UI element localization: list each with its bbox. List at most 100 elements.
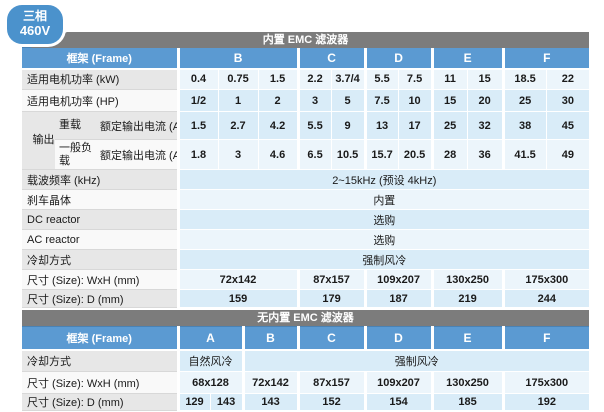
cell: 152 [296, 393, 366, 411]
table-row-cooling: 冷却方式 自然风冷 强制风冷 [22, 349, 590, 372]
row-label: 尺寸 (Size): WxH (mm) [22, 371, 178, 394]
frame-b-header: B [241, 326, 299, 351]
cell: 143 [209, 393, 244, 411]
cell: 25 [501, 89, 547, 112]
cooling-a-value: 自然风冷 [176, 349, 244, 372]
cell: 20.5 [397, 139, 433, 170]
cell: 192 [501, 393, 590, 411]
frame-c-header: C [296, 326, 366, 351]
row-label: 尺寸 (Size): D (mm) [22, 393, 178, 411]
frame-d-header: D [363, 326, 433, 351]
cell: 1.5 [257, 68, 299, 90]
cell: 11 [430, 68, 468, 90]
cell: 244 [501, 289, 590, 308]
frame-header-label: 框架 (Frame) [22, 47, 179, 70]
cell: 130x250 [430, 371, 504, 394]
rated-current-label: 额定输出电流 (A) [95, 111, 179, 140]
cell: 154 [363, 393, 433, 411]
table-row-output-normal: 一般负载 额定输出电流 (A) 1.8 3 4.6 6.5 10.5 15.7 … [22, 139, 590, 170]
table-row-frame-header: 框架 (Frame) A B C D E F [22, 326, 590, 351]
frame-e-header: E [430, 47, 504, 70]
table-row-dc-reactor: DC reactor 选购 [22, 209, 590, 230]
cell: 87x157 [296, 269, 366, 290]
cooling-value: 强制风冷 [176, 249, 590, 270]
frame-f-header: F [501, 47, 590, 70]
cell: 109x207 [363, 269, 433, 290]
table-row-frame-header: 框架 (Frame) B C D E F [22, 47, 590, 70]
cell: 1.8 [176, 139, 219, 170]
cell: 32 [466, 111, 504, 140]
cell: 4.6 [257, 139, 299, 170]
cell: 72x142 [241, 371, 299, 394]
ac-reactor-value: 选购 [176, 229, 590, 250]
cell: 2 [257, 89, 299, 112]
table-row-ac-reactor: AC reactor 选购 [22, 229, 590, 250]
table-row-size-depth: 尺寸 (Size): D (mm) 129 143 143 152 154 18… [22, 393, 590, 411]
table-row-size-wxh: 尺寸 (Size): WxH (mm) 72x142 87x157 109x20… [22, 269, 590, 290]
frame-e-header: E [430, 326, 504, 351]
cell: 4.2 [257, 111, 299, 140]
cell: 179 [296, 289, 366, 308]
frame-header-label: 框架 (Frame) [22, 326, 178, 351]
table-row-cooling: 冷却方式 强制风冷 [22, 249, 590, 270]
cell: 87x157 [296, 371, 366, 394]
cell: 0.75 [217, 68, 259, 90]
cell: 17 [397, 111, 433, 140]
cell: 3 [217, 139, 259, 170]
cell: 1.5 [176, 111, 219, 140]
cooling-rest-value: 强制风冷 [241, 349, 590, 372]
cell: 185 [430, 393, 504, 411]
cell: 1/2 [176, 89, 219, 112]
frame-d-header: D [363, 47, 433, 70]
cell: 15.7 [363, 139, 399, 170]
table-row-size-depth: 尺寸 (Size): D (mm) 159 179 187 219 244 [22, 289, 590, 308]
cell: 9 [330, 111, 366, 140]
table-row-size-wxh: 尺寸 (Size): WxH (mm) 68x128 72x142 87x157… [22, 371, 590, 394]
cell: 10 [397, 89, 433, 112]
table-row-motor-power-hp: 适用电机功率 (HP) 1/2 1 2 3 5 7.5 10 15 20 25 … [22, 89, 590, 112]
cell: 3.7/4 [330, 68, 366, 90]
cell: 129 [176, 393, 210, 411]
row-label: 尺寸 (Size): WxH (mm) [22, 269, 179, 290]
brake-transistor-value: 内置 [176, 189, 590, 210]
cell: 25 [430, 111, 468, 140]
cell: 5.5 [363, 68, 399, 90]
cell: 72x142 [176, 269, 299, 290]
cell: 28 [430, 139, 468, 170]
cell: 3 [296, 89, 332, 112]
cell: 7.5 [363, 89, 399, 112]
cell: 187 [363, 289, 433, 308]
cell: 2.7 [217, 111, 259, 140]
cell: 38 [501, 111, 547, 140]
table-row-carrier-frequency: 载波频率 (kHz) 2~15kHz (预设 4kHz) [22, 169, 590, 190]
dc-reactor-value: 选购 [176, 209, 590, 230]
badge-voltage-label: 460V [19, 22, 51, 38]
cell: 22 [545, 68, 590, 90]
cell: 143 [241, 393, 299, 411]
cell: 130x250 [430, 269, 504, 290]
section-title: 内置 EMC 滤波器 [262, 34, 349, 46]
table-row-brake-transistor: 刹车晶体 内置 [22, 189, 590, 210]
cell: 41.5 [501, 139, 547, 170]
cell: 30 [545, 89, 590, 112]
cell: 175x300 [501, 269, 590, 290]
table-row-output-heavy: 输出 重载 额定输出电流 (A) 1.5 2.7 4.2 5.5 9 13 17… [22, 111, 590, 170]
cell: 159 [176, 289, 299, 308]
row-label: 尺寸 (Size): D (mm) [22, 289, 179, 308]
cell: 18.5 [501, 68, 547, 90]
cell: 45 [545, 111, 590, 140]
spec-table-no-emc: 框架 (Frame) A B C D E F 冷却方式 自然风冷 强制风冷 尺寸… [22, 326, 590, 411]
row-label: 冷却方式 [22, 249, 179, 270]
row-label: AC reactor [22, 229, 179, 250]
cell: 2.2 [296, 68, 332, 90]
cell: 36 [466, 139, 504, 170]
row-label: 载波频率 (kHz) [22, 169, 179, 190]
phase-voltage-badge: 三相 460V [7, 5, 63, 44]
cell: 0.4 [176, 68, 219, 90]
cell: 10.5 [330, 139, 366, 170]
cell: 68x128 [176, 371, 244, 394]
spec-table-builtin-emc: 框架 (Frame) B C D E F 适用电机功率 (kW) 0.4 0.7… [22, 47, 590, 308]
cell: 7.5 [397, 68, 433, 90]
row-label: 冷却方式 [22, 349, 178, 372]
cell: 49 [545, 139, 590, 170]
